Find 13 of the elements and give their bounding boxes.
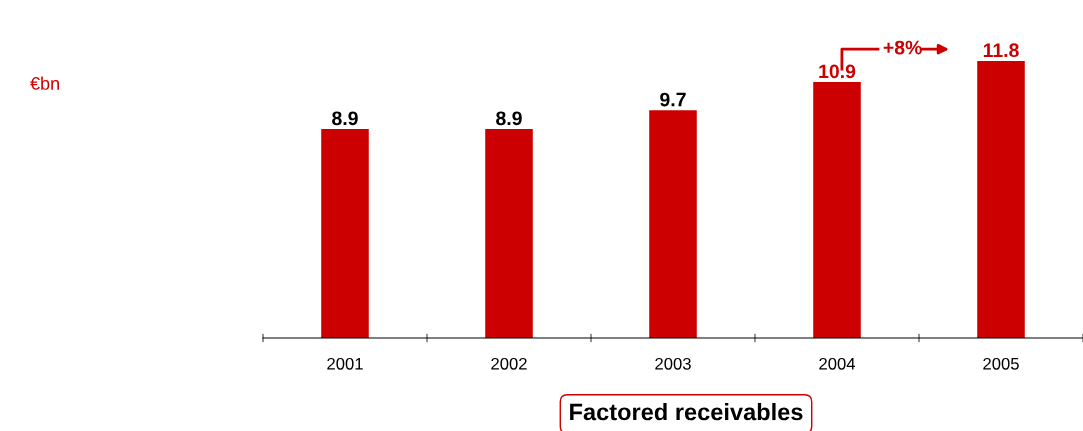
x-tick-label: 2005	[983, 357, 1019, 370]
data-label: 9.7	[660, 92, 686, 107]
data-label: 8.9	[332, 111, 358, 126]
data-label: 11.8	[983, 43, 1019, 58]
text: €bn	[30, 76, 59, 90]
x-axis-title: Factored receivables	[570, 402, 803, 421]
x-tick-label: 2002	[491, 357, 527, 370]
x-tick-label: 2003	[655, 357, 691, 370]
text: +8%	[883, 40, 922, 55]
data-label: 10.9	[819, 64, 856, 79]
data-label: 8.9	[496, 111, 522, 126]
x-tick-label: 2004	[819, 357, 856, 370]
x-tick-label: 2001	[327, 357, 363, 370]
